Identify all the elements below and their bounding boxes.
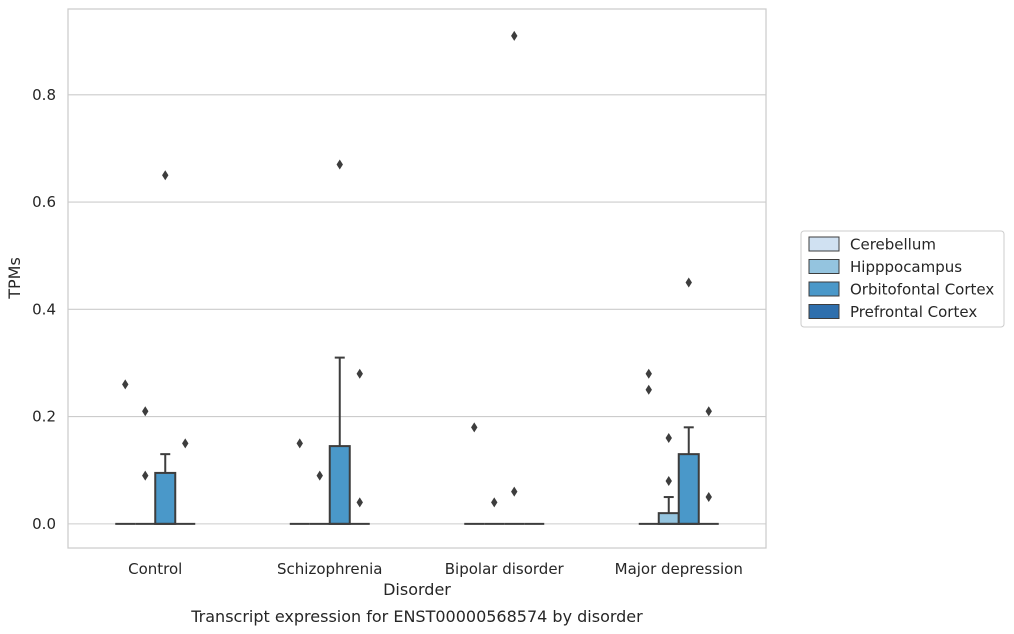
box [677, 453, 700, 525]
outlier-point [142, 406, 149, 417]
outlier-point [182, 438, 189, 449]
legend-label: Orbitofontal Cortex [850, 281, 994, 299]
chart-caption: Transcript expression for ENST0000056857… [190, 607, 643, 626]
legend-frame [800, 230, 1005, 328]
outlier-point [142, 470, 149, 481]
outlier-point [665, 433, 672, 444]
box-group [289, 438, 310, 525]
y-axis-label: TPMs [5, 257, 24, 300]
box [328, 445, 351, 525]
legend-swatch [808, 304, 840, 319]
box-group [484, 497, 505, 525]
y-tick-label: 0.2 [32, 408, 56, 426]
outlier-point [511, 486, 518, 497]
x-tick-label: Major depression [615, 560, 743, 578]
y-tick-label: 0.0 [32, 515, 56, 533]
x-tick-labels: Control Schizophrenia Bipolar disorder Majo… [128, 560, 743, 578]
outlier-point [296, 438, 303, 449]
box-group [115, 379, 136, 525]
legend-label: Hipppocampus [850, 258, 962, 276]
outlier-point [336, 159, 343, 170]
outlier-point [356, 497, 363, 508]
box-group [677, 277, 700, 525]
outlier-point [705, 492, 712, 503]
outlier-point [471, 422, 478, 433]
outlier-point [122, 379, 129, 390]
outlier-point [511, 30, 518, 41]
box-group [328, 159, 351, 525]
legend-swatch [808, 259, 840, 274]
box-group [464, 422, 485, 525]
x-tick-label: Control [128, 560, 182, 578]
outlier-point [665, 475, 672, 486]
box-group [698, 406, 719, 525]
y-tick-label: 0.4 [32, 300, 56, 318]
outlier-point [705, 406, 712, 417]
outlier-point [316, 470, 323, 481]
box-group [504, 30, 525, 525]
y-tick-label: 0.8 [32, 86, 56, 104]
box [154, 471, 177, 525]
outlier-point [491, 497, 498, 508]
box-group [135, 406, 156, 525]
y-tick-labels: 0.0 0.2 0.4 0.6 0.8 [32, 86, 56, 533]
box-group [175, 438, 196, 525]
y-tick-label: 0.6 [32, 193, 56, 211]
x-axis-label: Disorder [383, 580, 451, 599]
box-group [309, 470, 330, 525]
outlier-point [356, 368, 363, 379]
outlier-point [645, 384, 652, 395]
x-tick-label: Bipolar disorder [445, 560, 565, 578]
legend-swatch [808, 281, 840, 297]
box-group [154, 170, 177, 525]
x-tick-label: Schizophrenia [277, 560, 382, 578]
outlier-point [162, 170, 169, 181]
legend-label: Prefrontal Cortex [850, 303, 977, 321]
box [657, 512, 680, 525]
box-marks [115, 30, 719, 525]
legend-swatch [808, 236, 840, 252]
outlier-point [685, 277, 692, 288]
legend: Cerebellum Hipppocampus Orbitofontal Corte… [800, 230, 1005, 328]
legend-label: Cerebellum [850, 236, 936, 254]
outlier-point [645, 368, 652, 379]
box-group [638, 368, 659, 525]
box-group [349, 368, 370, 525]
plot-area-frame [67, 8, 767, 549]
